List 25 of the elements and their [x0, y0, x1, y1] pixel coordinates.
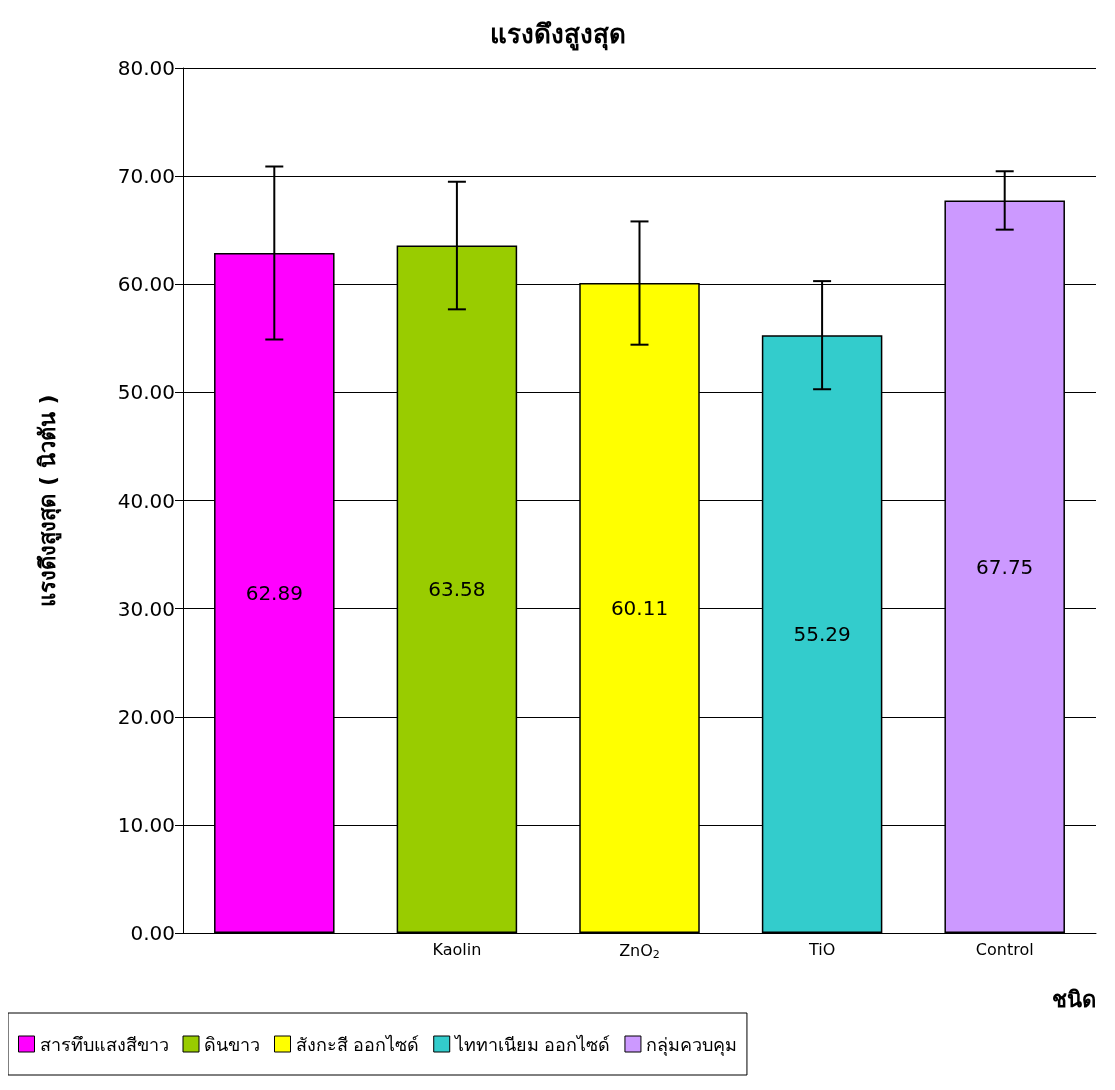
data-label: 60.11: [610, 596, 669, 621]
x-tick-label: TiO: [807, 939, 836, 959]
data-label: 62.89: [245, 581, 303, 605]
x-axis-title: ชนิด: [1052, 986, 1096, 1012]
x-tick-label: Kaolin: [432, 939, 482, 959]
legend-label: สารทึบแสงสีขาว: [39, 1033, 169, 1055]
data-label: 63.58: [428, 577, 486, 602]
y-tick-label: 50.00: [117, 380, 175, 405]
y-axis-title: แรงดึงสูงสุด ( นิวตัน ): [34, 394, 62, 607]
y-tick-label: 20.00: [117, 704, 175, 729]
y-tick-label: 70.00: [117, 164, 175, 189]
legend-label: ไททาเนียม ออกไซด์: [452, 1033, 611, 1055]
y-tick-label: 10.00: [117, 812, 175, 837]
data-label: 67.75: [976, 554, 1034, 579]
y-tick-label: 40.00: [117, 488, 175, 513]
y-tick-label: 0.00: [130, 921, 175, 945]
data-label: 55.29: [793, 622, 851, 647]
legend-label: ดินขาว: [204, 1033, 260, 1055]
x-tick-label: Control: [975, 939, 1034, 959]
chart-title: แรงดึงสูงสุด: [490, 19, 626, 51]
y-tick-label: 60.00: [117, 272, 175, 297]
legend-label: สังกะสี ออกไซด์: [295, 1033, 420, 1055]
y-tick-label: 80.00: [117, 56, 175, 80]
y-tick-label: 30.00: [117, 596, 175, 621]
legend-label: กลุ่มควบคุม: [645, 1033, 737, 1056]
